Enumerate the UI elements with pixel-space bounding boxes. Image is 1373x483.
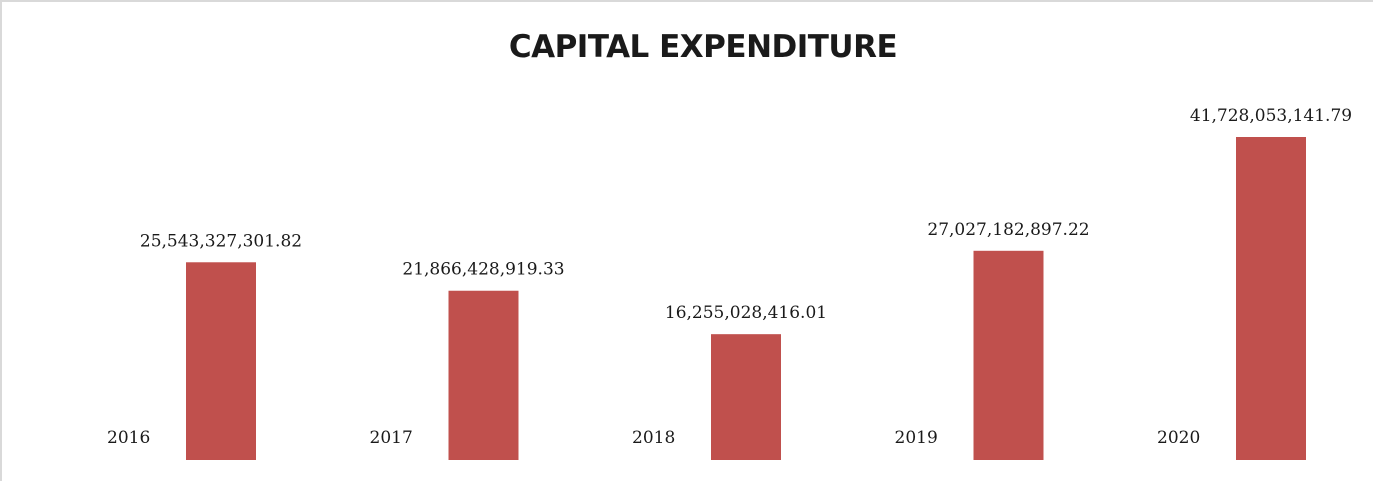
category-label-2019: 2019 xyxy=(895,428,938,448)
data-label-2016: 25,543,327,301.82 xyxy=(140,231,302,251)
bar-2017 xyxy=(448,290,519,460)
bar-2019 xyxy=(973,250,1044,460)
data-label-2018: 16,255,028,416.01 xyxy=(665,303,827,323)
data-label-2017: 21,866,428,919.33 xyxy=(402,260,564,280)
bar-2018 xyxy=(711,334,781,460)
category-label-2016: 2016 xyxy=(107,428,150,448)
data-label-2019: 27,027,182,897.22 xyxy=(927,220,1089,240)
bar-2020 xyxy=(1236,137,1306,460)
chart-title: CAPITAL EXPENDITURE xyxy=(508,29,898,65)
category-label-2018: 2018 xyxy=(632,428,675,448)
bar-2016 xyxy=(186,262,256,460)
data-label-2020: 41,728,053,141.79 xyxy=(1190,106,1352,126)
category-label-2017: 2017 xyxy=(370,428,413,448)
category-label-2020: 2020 xyxy=(1157,428,1200,448)
